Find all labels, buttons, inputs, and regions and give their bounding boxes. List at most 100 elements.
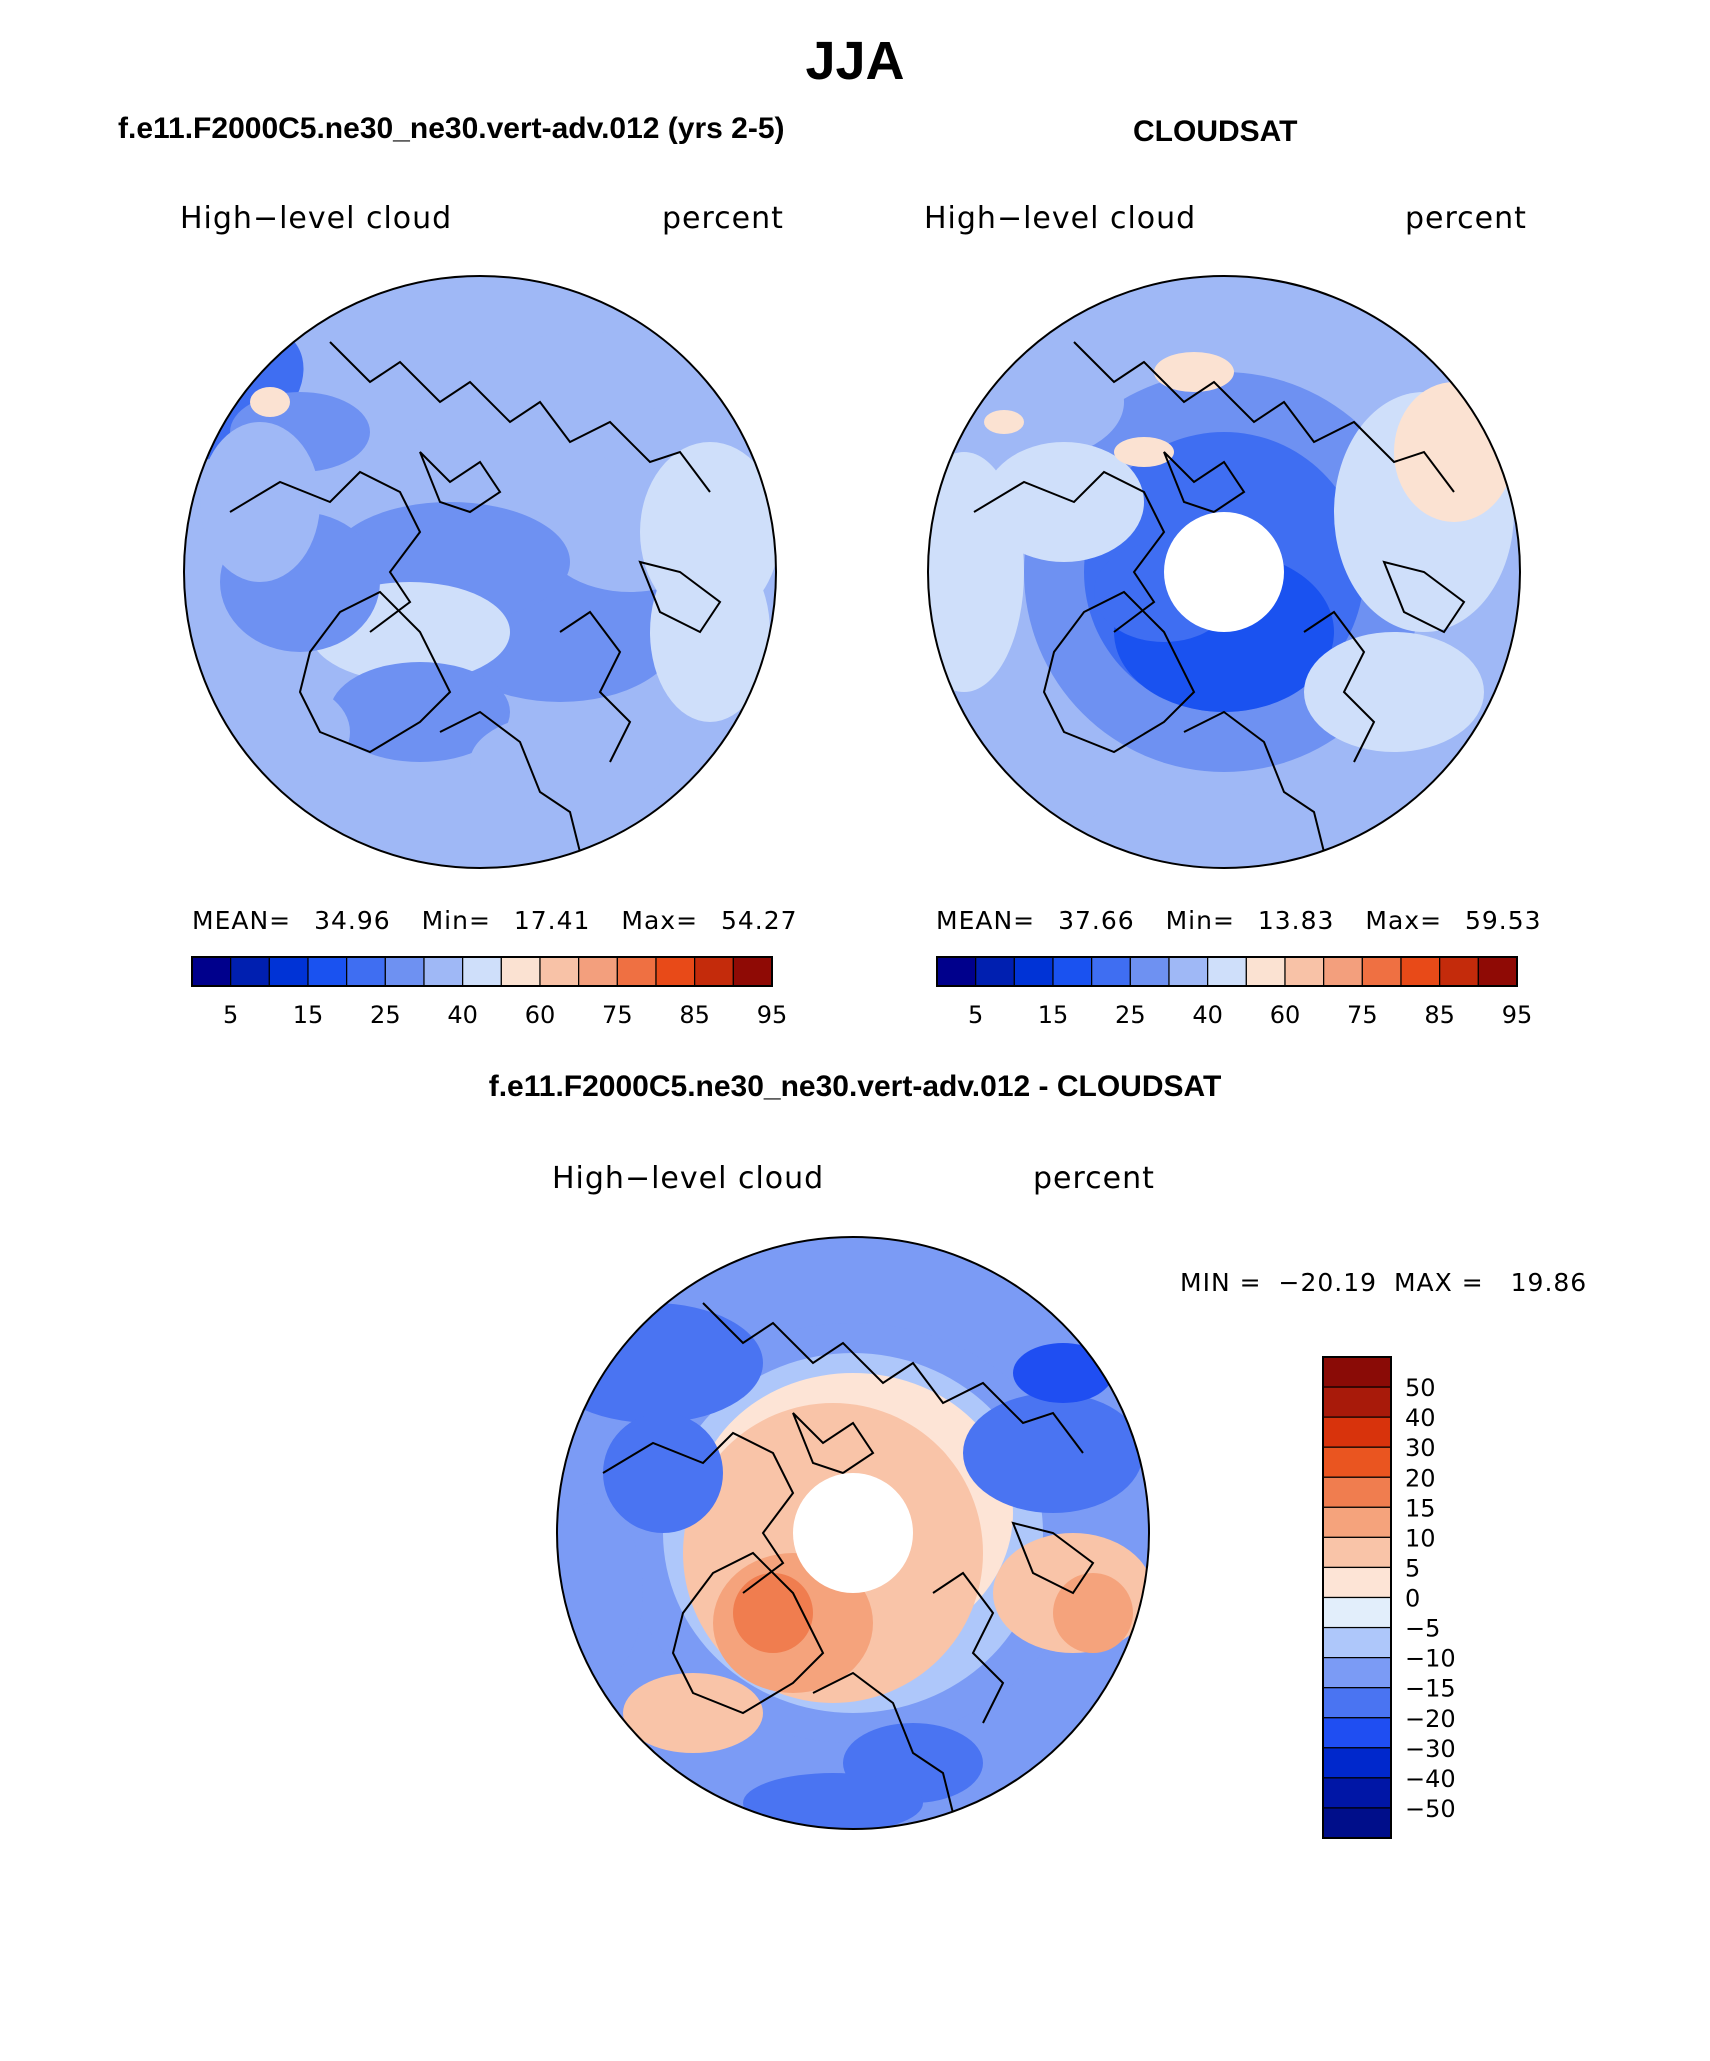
mean-value: 37.66 bbox=[1058, 906, 1135, 935]
cb1-swatch bbox=[191, 956, 232, 987]
map2-coastline bbox=[1163, 451, 1246, 514]
cb3-swatch bbox=[1322, 1657, 1392, 1689]
cb3-swatch bbox=[1322, 1446, 1392, 1478]
map2-contour-patch bbox=[1114, 437, 1174, 467]
panel2-title: CLOUDSAT bbox=[1133, 115, 1298, 148]
max-value: 19.86 bbox=[1510, 1268, 1588, 1297]
map3-coastline bbox=[932, 1571, 1005, 1724]
cb3-tick-label: 5 bbox=[1405, 1554, 1420, 1582]
map3-contour-patch bbox=[733, 1573, 813, 1653]
cb2-swatch bbox=[1207, 956, 1247, 987]
map2-coastline bbox=[1303, 610, 1376, 763]
map2-contour-patch bbox=[1304, 632, 1484, 752]
cb2-tick-label: 15 bbox=[1038, 1001, 1069, 1029]
cb2-tick-label: 25 bbox=[1115, 1001, 1146, 1029]
min-value: 13.83 bbox=[1257, 906, 1335, 935]
cb3-swatch bbox=[1322, 1416, 1392, 1448]
cb1-tick-label: 95 bbox=[757, 1001, 788, 1029]
map2-contour-patch bbox=[1394, 382, 1514, 522]
map1-coastline bbox=[419, 451, 502, 514]
cb1-swatch bbox=[462, 956, 502, 987]
cb3-tick-label: 0 bbox=[1405, 1585, 1420, 1613]
cb1-swatch bbox=[539, 956, 580, 987]
panel2-units-label: percent bbox=[1405, 201, 1527, 236]
cb3-frame bbox=[1322, 1356, 1392, 1839]
map1-coastline bbox=[439, 710, 581, 853]
map3-contour-patch bbox=[1053, 1573, 1133, 1653]
cb3-tick-label: 15 bbox=[1405, 1494, 1436, 1522]
cb3-tick-label: 40 bbox=[1405, 1404, 1436, 1432]
cb2-swatch bbox=[1129, 956, 1170, 987]
map1-contour-patch bbox=[650, 542, 770, 722]
cb1-tick-label: 15 bbox=[293, 1001, 324, 1029]
cb2-swatch bbox=[975, 956, 1015, 987]
panel2-colorbar: 5 15 25 40 60 75 85 95 bbox=[936, 956, 1532, 1029]
cb1-swatch bbox=[694, 956, 734, 987]
map3-contour-patch bbox=[1013, 1343, 1113, 1403]
panel1-title: f.e11.F2000C5.ne30_ne30.vert-adv.012 (yr… bbox=[118, 112, 785, 145]
cb3-swatch bbox=[1322, 1626, 1392, 1659]
mean-label: MEAN= bbox=[192, 906, 292, 935]
map2-boundary bbox=[927, 275, 1521, 869]
cb1-swatch bbox=[616, 956, 657, 987]
cb1-swatch bbox=[230, 956, 270, 987]
cb3-tick-label: −30 bbox=[1405, 1735, 1456, 1763]
cb1-swatch bbox=[268, 956, 309, 987]
cb3-swatch bbox=[1322, 1747, 1392, 1779]
map3-contour-patch bbox=[557, 1303, 763, 1423]
cb3-swatch bbox=[1322, 1506, 1392, 1538]
panel1-units-label: percent bbox=[662, 201, 784, 236]
min-value: −20.19 bbox=[1278, 1268, 1378, 1297]
cb3-tick-label: 10 bbox=[1405, 1524, 1436, 1552]
cb2-swatch bbox=[1168, 956, 1209, 987]
mean-value: 34.96 bbox=[314, 906, 391, 935]
map3-missing-data bbox=[793, 1473, 913, 1593]
map3-coastline bbox=[602, 1431, 795, 1594]
cb2-tick-label: 60 bbox=[1270, 1001, 1301, 1029]
map1-coastline bbox=[229, 470, 422, 633]
cb1-tick-label: 75 bbox=[602, 1001, 633, 1029]
cb1-swatch bbox=[307, 956, 348, 987]
cb2-tick-label: 75 bbox=[1347, 1001, 1378, 1029]
cb2-tick-label: 85 bbox=[1424, 1001, 1455, 1029]
panel1-colorbar: 5 15 25 40 60 75 85 95 bbox=[191, 956, 788, 1029]
figure-title: JJA bbox=[805, 31, 905, 91]
map3-field bbox=[557, 1237, 1149, 1829]
map2-coastline bbox=[1073, 341, 1455, 493]
map3-coastline bbox=[702, 1302, 1084, 1454]
map3-contour-patch bbox=[743, 1773, 923, 1829]
map2-coastline bbox=[1382, 560, 1466, 634]
min-value: 17.41 bbox=[513, 906, 591, 935]
panel3-units-label: percent bbox=[1033, 1161, 1155, 1196]
max-label: Max= bbox=[621, 906, 699, 935]
cb2-tick-label: 5 bbox=[968, 1001, 983, 1029]
cb2-swatch bbox=[1284, 956, 1325, 987]
panel3-title: f.e11.F2000C5.ne30_ne30.vert-adv.012 - C… bbox=[488, 1070, 1222, 1103]
map1-coastline bbox=[559, 610, 632, 763]
map3-contour-patch bbox=[623, 1673, 763, 1753]
map2-contour-patch bbox=[1154, 352, 1234, 392]
cb1-tick-label: 25 bbox=[370, 1001, 401, 1029]
cb2-swatch bbox=[1245, 956, 1286, 987]
map2-contour-patch bbox=[984, 410, 1024, 434]
cb1-tick-label: 5 bbox=[223, 1001, 238, 1029]
cb1-swatch bbox=[655, 956, 696, 987]
map1-coastlines bbox=[229, 341, 722, 853]
map1-coastline bbox=[298, 590, 452, 754]
map1-coastline bbox=[329, 341, 711, 493]
cb1-swatch bbox=[346, 956, 386, 987]
panel2-variable-label: High−level cloud bbox=[924, 201, 1197, 236]
mean-label: MEAN= bbox=[936, 906, 1036, 935]
map3-contour-patch bbox=[603, 1413, 723, 1533]
cb3-swatch bbox=[1322, 1807, 1392, 1839]
map3-coastline bbox=[1011, 1521, 1095, 1595]
cb2-swatch bbox=[1013, 956, 1054, 987]
max-value: 59.53 bbox=[1465, 906, 1542, 935]
cb1-tick-label: 60 bbox=[525, 1001, 556, 1029]
cb3-tick-label: −15 bbox=[1405, 1675, 1456, 1703]
cb1-swatch bbox=[423, 956, 464, 987]
cb3-swatch bbox=[1322, 1476, 1392, 1508]
cb2-swatch bbox=[1361, 956, 1402, 987]
cb2-swatch bbox=[1323, 956, 1363, 987]
